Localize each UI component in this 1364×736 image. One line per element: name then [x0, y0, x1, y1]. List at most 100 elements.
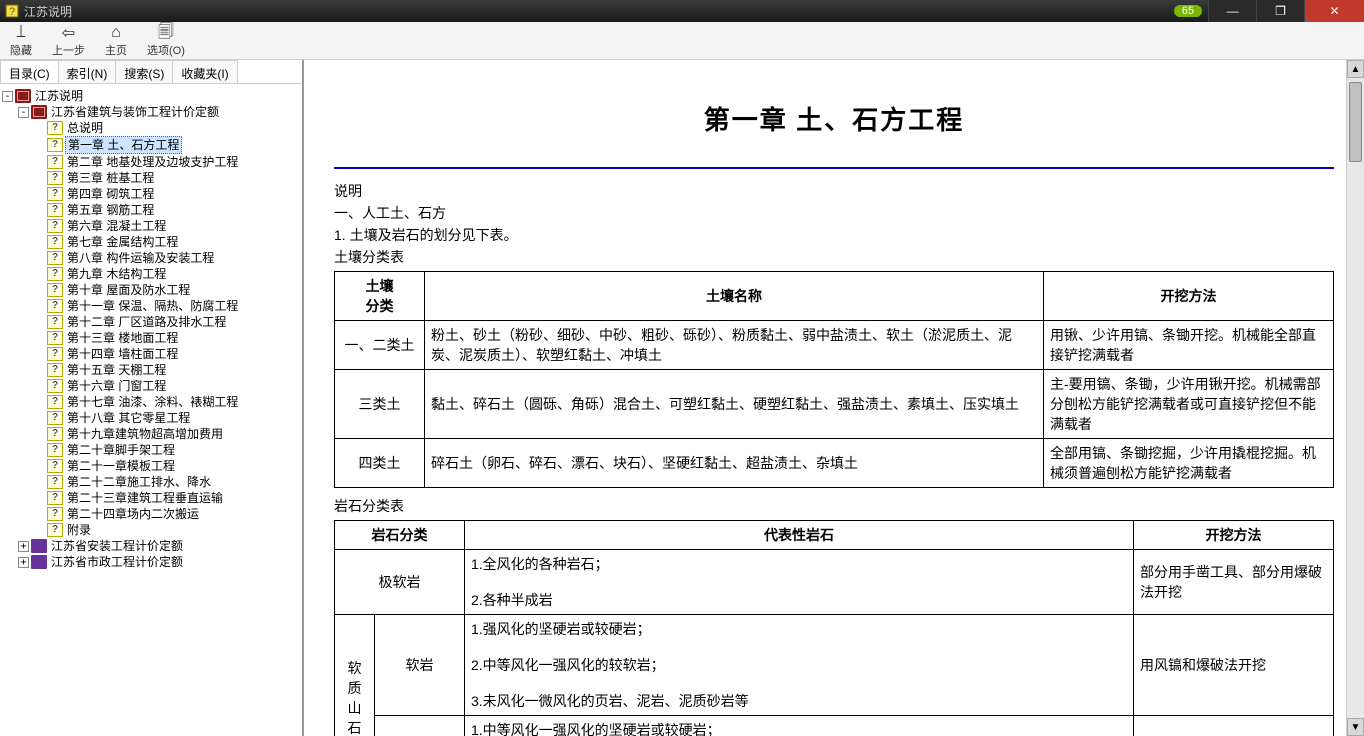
expand-toggle[interactable]: -: [18, 107, 29, 118]
tree-book-2[interactable]: + 江苏省安装工程计价定额: [2, 538, 300, 554]
expand-toggle[interactable]: [34, 301, 45, 312]
expand-toggle[interactable]: -: [2, 91, 13, 102]
tree-label[interactable]: 第十章 屋面及防水工程: [65, 282, 192, 298]
tree-label[interactable]: 第三章 桩基工程: [65, 170, 156, 186]
tree-chapter-5[interactable]: ?第五章 钢筋工程: [2, 202, 300, 218]
tree-chapter-8[interactable]: ?第八章 构件运输及安装工程: [2, 250, 300, 266]
expand-toggle[interactable]: [34, 429, 45, 440]
expand-toggle[interactable]: [34, 157, 45, 168]
tree-chapter-2[interactable]: ?第二章 地基处理及边坡支护工程: [2, 154, 300, 170]
toolbar-back-button[interactable]: ⇦上一步: [46, 24, 91, 58]
content-pane[interactable]: 第一章 土、石方工程 说明 一、人工土、石方 1. 土壤及岩石的划分见下表。 土…: [304, 60, 1364, 736]
expand-toggle[interactable]: [34, 237, 45, 248]
expand-toggle[interactable]: [34, 189, 45, 200]
tree-chapter-15[interactable]: ?第十五章 天棚工程: [2, 362, 300, 378]
tree-label[interactable]: 第十八章 其它零星工程: [65, 410, 192, 426]
tree-label[interactable]: 第二十章脚手架工程: [65, 442, 177, 458]
tree-label[interactable]: 第十九章建筑物超高增加费用: [65, 426, 225, 442]
toolbar-options-button[interactable]: 🗐选项(O): [141, 24, 191, 58]
tab-favorites[interactable]: 收藏夹(I): [172, 60, 237, 83]
expand-toggle[interactable]: [34, 381, 45, 392]
tree-chapter-10[interactable]: ?第十章 屋面及防水工程: [2, 282, 300, 298]
expand-toggle[interactable]: [34, 461, 45, 472]
expand-toggle[interactable]: [34, 285, 45, 296]
tree-chapter-16[interactable]: ?第十六章 门窗工程: [2, 378, 300, 394]
expand-toggle[interactable]: [34, 445, 45, 456]
tree-chapter-21[interactable]: ?第二十一章模板工程: [2, 458, 300, 474]
tree-label[interactable]: 第十四章 墙柱面工程: [65, 346, 180, 362]
scroll-down-button[interactable]: ▼: [1347, 718, 1364, 736]
tree-chapter-13[interactable]: ?第十三章 楼地面工程: [2, 330, 300, 346]
tree-view[interactable]: -江苏说明-江苏省建筑与装饰工程计价定额?总说明?第一章 土、石方工程?第二章 …: [0, 84, 302, 736]
expand-toggle[interactable]: [34, 317, 45, 328]
expand-toggle[interactable]: [34, 140, 45, 151]
tree-label[interactable]: 江苏省市政工程计价定额: [49, 554, 185, 570]
expand-toggle[interactable]: [34, 123, 45, 134]
tree-chapter-1[interactable]: ?第一章 土、石方工程: [2, 136, 300, 154]
expand-toggle[interactable]: [34, 269, 45, 280]
expand-toggle[interactable]: [34, 205, 45, 216]
toolbar-home-button[interactable]: ⌂主页: [99, 24, 133, 58]
tree-label[interactable]: 江苏省安装工程计价定额: [49, 538, 185, 554]
tree-label[interactable]: 第十三章 楼地面工程: [65, 330, 180, 346]
tree-label[interactable]: 第九章 木结构工程: [65, 266, 168, 282]
tree-label[interactable]: 第二十四章场内二次搬运: [65, 506, 201, 522]
scroll-thumb[interactable]: [1349, 82, 1362, 162]
tree-label[interactable]: 第六章 混凝土工程: [65, 218, 168, 234]
tree-chapter-0[interactable]: ?总说明: [2, 120, 300, 136]
tree-chapter-9[interactable]: ?第九章 木结构工程: [2, 266, 300, 282]
tree-label[interactable]: 第一章 土、石方工程: [65, 136, 182, 154]
expand-toggle[interactable]: [34, 365, 45, 376]
tree-label[interactable]: 第四章 砌筑工程: [65, 186, 156, 202]
tree-chapter-25[interactable]: ?附录: [2, 522, 300, 538]
tree-chapter-22[interactable]: ?第二十二章施工排水、降水: [2, 474, 300, 490]
expand-toggle[interactable]: [34, 397, 45, 408]
tree-label[interactable]: 第十六章 门窗工程: [65, 378, 168, 394]
scroll-up-button[interactable]: ▲: [1347, 60, 1364, 78]
tree-chapter-17[interactable]: ?第十七章 油漆、涂料、裱糊工程: [2, 394, 300, 410]
expand-toggle[interactable]: [34, 349, 45, 360]
tree-label[interactable]: 第八章 构件运输及安装工程: [65, 250, 216, 266]
tree-label[interactable]: 第五章 钢筋工程: [65, 202, 156, 218]
tree-label[interactable]: 第十二章 厂区道路及排水工程: [65, 314, 228, 330]
tree-book-3[interactable]: + 江苏省市政工程计价定额: [2, 554, 300, 570]
expand-toggle[interactable]: [34, 413, 45, 424]
expand-toggle[interactable]: +: [18, 541, 29, 552]
tree-label[interactable]: 第二章 地基处理及边坡支护工程: [65, 154, 240, 170]
tree-chapter-18[interactable]: ?第十八章 其它零星工程: [2, 410, 300, 426]
tree-label[interactable]: 第十五章 天棚工程: [65, 362, 168, 378]
expand-toggle[interactable]: [34, 509, 45, 520]
tree-chapter-23[interactable]: ?第二十三章建筑工程垂直运输: [2, 490, 300, 506]
expand-toggle[interactable]: [34, 525, 45, 536]
tree-chapter-24[interactable]: ?第二十四章场内二次搬运: [2, 506, 300, 522]
vertical-scrollbar[interactable]: ▲ ▼: [1346, 60, 1364, 736]
tree-chapter-19[interactable]: ?第十九章建筑物超高增加费用: [2, 426, 300, 442]
tree-label[interactable]: 第二十三章建筑工程垂直运输: [65, 490, 225, 506]
tab-contents[interactable]: 目录(C): [0, 60, 59, 83]
tree-chapter-12[interactable]: ?第十二章 厂区道路及排水工程: [2, 314, 300, 330]
tree-label[interactable]: 总说明: [65, 120, 105, 136]
expand-toggle[interactable]: [34, 493, 45, 504]
tree-chapter-20[interactable]: ?第二十章脚手架工程: [2, 442, 300, 458]
tab-search[interactable]: 搜索(S): [115, 60, 173, 83]
tree-label[interactable]: 第十一章 保温、隔热、防腐工程: [65, 298, 240, 314]
tree-chapter-3[interactable]: ?第三章 桩基工程: [2, 170, 300, 186]
expand-toggle[interactable]: +: [18, 557, 29, 568]
tree-label[interactable]: 第二十二章施工排水、降水: [65, 474, 213, 490]
tree-chapter-7[interactable]: ?第七章 金属结构工程: [2, 234, 300, 250]
tree-label[interactable]: 附录: [65, 522, 93, 538]
minimize-button[interactable]: —: [1208, 0, 1256, 22]
toolbar-hide-button[interactable]: ⟘隐藏: [4, 24, 38, 58]
tree-label[interactable]: 第七章 金属结构工程: [65, 234, 180, 250]
tree-label[interactable]: 江苏说明: [33, 88, 85, 104]
tree-label[interactable]: 第二十一章模板工程: [65, 458, 177, 474]
expand-toggle[interactable]: [34, 221, 45, 232]
expand-toggle[interactable]: [34, 333, 45, 344]
expand-toggle[interactable]: [34, 477, 45, 488]
tree-label[interactable]: 江苏省建筑与装饰工程计价定额: [49, 104, 221, 120]
tree-book-1[interactable]: - 江苏省建筑与装饰工程计价定额: [2, 104, 300, 120]
tab-index[interactable]: 索引(N): [58, 60, 117, 83]
tree-chapter-4[interactable]: ?第四章 砌筑工程: [2, 186, 300, 202]
maximize-button[interactable]: ❐: [1256, 0, 1304, 22]
close-button[interactable]: ✕: [1304, 0, 1364, 22]
